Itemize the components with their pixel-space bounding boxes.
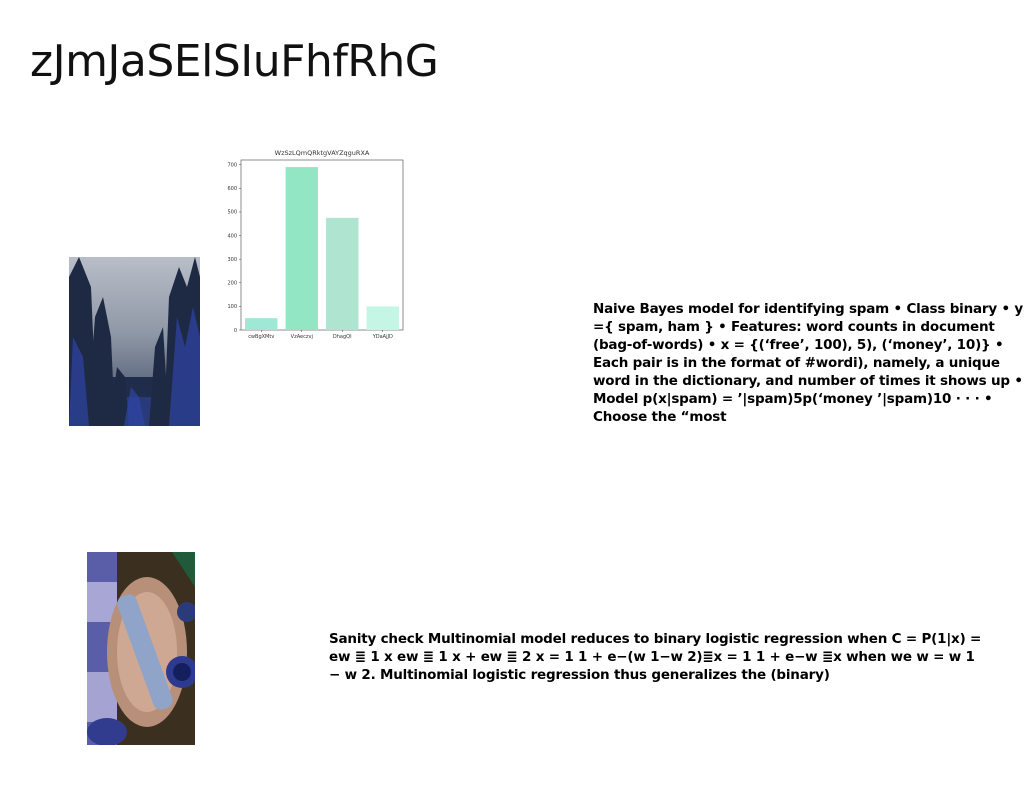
y-tick-label: 600	[227, 186, 237, 192]
spam-model-text: Naive Bayes model for identifying spam •…	[593, 301, 1023, 425]
tableware-photo	[87, 552, 195, 745]
slide-title: zJmJaSElSIuFhfRhG	[30, 36, 439, 87]
bar	[285, 167, 318, 330]
y-tick-label: 400	[227, 233, 237, 239]
forest-photo	[69, 257, 200, 426]
y-tick-label: 200	[227, 281, 237, 287]
bar	[326, 217, 359, 330]
sanity-check-text: Sanity check Multinomial model reduces t…	[329, 631, 982, 683]
y-tick-label: 500	[227, 210, 237, 216]
y-tick-label: 300	[227, 257, 237, 263]
x-tick-label: VzAeczvj	[291, 334, 313, 340]
plot-frame	[240, 159, 404, 331]
x-tick-label: cwBgXMtv	[248, 334, 274, 340]
y-tick-label: 0	[234, 328, 237, 334]
x-tick-label: YDaAjJD	[372, 334, 393, 340]
bar	[366, 306, 399, 330]
chart-title: WzSzLQmQRktgVAYZqguRXA	[275, 149, 370, 157]
y-tick-label: 700	[227, 163, 237, 169]
bar-chart: WzSzLQmQRktgVAYZqguRXA 0 100 200 300 400 500 6…	[224, 146, 410, 346]
y-tick-label: 100	[227, 304, 237, 310]
bar	[245, 318, 278, 330]
x-tick-label: DhagQI	[333, 334, 352, 340]
